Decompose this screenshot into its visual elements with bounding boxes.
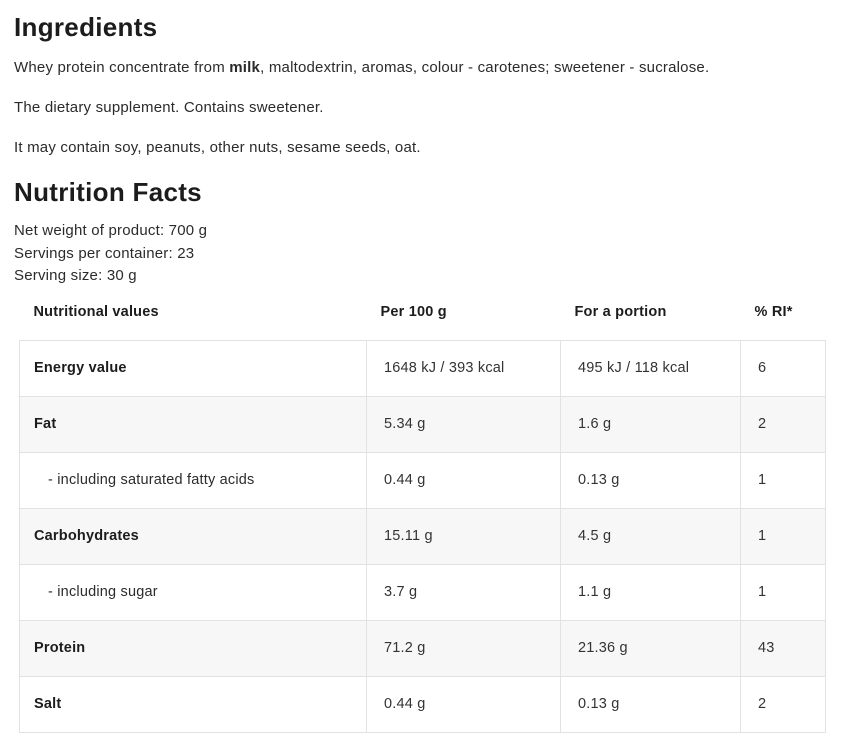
header-for-a-portion: For a portion: [574, 303, 667, 320]
table-row-fat: Fat 5.34 g 1.6 g 2: [19, 395, 826, 453]
cell-ri: 43: [740, 619, 826, 677]
cell-portion: 0.13 g: [560, 675, 741, 733]
cell-per100: 1648 kJ / 393 kcal: [366, 339, 561, 397]
cell-name: Fat: [19, 395, 367, 453]
nutrition-table-header: Nutritional values Per 100 g For a porti…: [20, 296, 826, 341]
ingredients-description: Whey protein concentrate from milk, malt…: [14, 57, 826, 78]
cell-name: - including saturated fatty acids: [19, 451, 367, 509]
cell-ri: 2: [740, 395, 826, 453]
supplement-note: The dietary supplement. Contains sweeten…: [14, 99, 324, 117]
cell-per100: 0.44 g: [366, 451, 561, 509]
servings-per-container: Servings per container: 23: [14, 244, 195, 262]
table-row-protein: Protein 71.2 g 21.36 g 43: [19, 619, 826, 677]
cell-ri: 1: [740, 451, 826, 509]
header-nutritional-values: Nutritional values: [33, 303, 159, 320]
ingredients-text-suffix: , maltodextrin, aromas, colour - caroten…: [260, 59, 710, 77]
cell-per100: 3.7 g: [366, 563, 561, 621]
cell-portion: 1.6 g: [560, 395, 741, 453]
cell-name: - including sugar: [19, 563, 367, 621]
serving-size: Serving size: 30 g: [14, 267, 137, 285]
allergen-note: It may contain soy, peanuts, other nuts,…: [14, 139, 421, 157]
net-weight: Net weight of product: 700 g: [14, 222, 208, 240]
nutrition-facts-title: Nutrition Facts: [14, 177, 202, 208]
nutrition-table-body: Energy value 1648 kJ / 393 kcal 495 kJ /…: [19, 339, 826, 733]
ingredients-text-prefix: Whey protein concentrate from: [14, 59, 230, 77]
table-row-saturated-fat: - including saturated fatty acids 0.44 g…: [19, 451, 826, 509]
cell-portion: 1.1 g: [560, 563, 741, 621]
cell-ri: 6: [740, 339, 826, 397]
cell-portion: 0.13 g: [560, 451, 741, 509]
cell-per100: 0.44 g: [366, 675, 561, 733]
cell-per100: 71.2 g: [366, 619, 561, 677]
nutrition-table: Nutritional values Per 100 g For a porti…: [19, 296, 826, 733]
cell-per100: 5.34 g: [366, 395, 561, 453]
cell-ri: 1: [740, 507, 826, 565]
cell-name: Protein: [19, 619, 367, 677]
cell-ri: 2: [740, 675, 826, 733]
cell-portion: 495 kJ / 118 kcal: [560, 339, 741, 397]
cell-name: Energy value: [19, 339, 367, 397]
ingredients-title: Ingredients: [14, 12, 158, 42]
table-row-salt: Salt 0.44 g 0.13 g 2: [19, 675, 826, 733]
cell-per100: 15.11 g: [366, 507, 561, 565]
cell-name: Salt: [19, 675, 367, 733]
header-per-100g: Per 100 g: [380, 303, 447, 320]
table-row-carbohydrates: Carbohydrates 15.11 g 4.5 g 1: [19, 507, 826, 565]
ingredients-allergen-milk: milk: [229, 59, 261, 77]
cell-name: Carbohydrates: [19, 507, 367, 565]
cell-portion: 4.5 g: [560, 507, 741, 565]
header-percent-ri: % RI*: [754, 303, 793, 320]
cell-portion: 21.36 g: [560, 619, 741, 677]
header-row: Nutritional values Per 100 g For a porti…: [20, 296, 826, 341]
table-row-sugar: - including sugar 3.7 g 1.1 g 1: [19, 563, 826, 621]
table-row-energy: Energy value 1648 kJ / 393 kcal 495 kJ /…: [19, 339, 826, 397]
cell-ri: 1: [740, 563, 826, 621]
